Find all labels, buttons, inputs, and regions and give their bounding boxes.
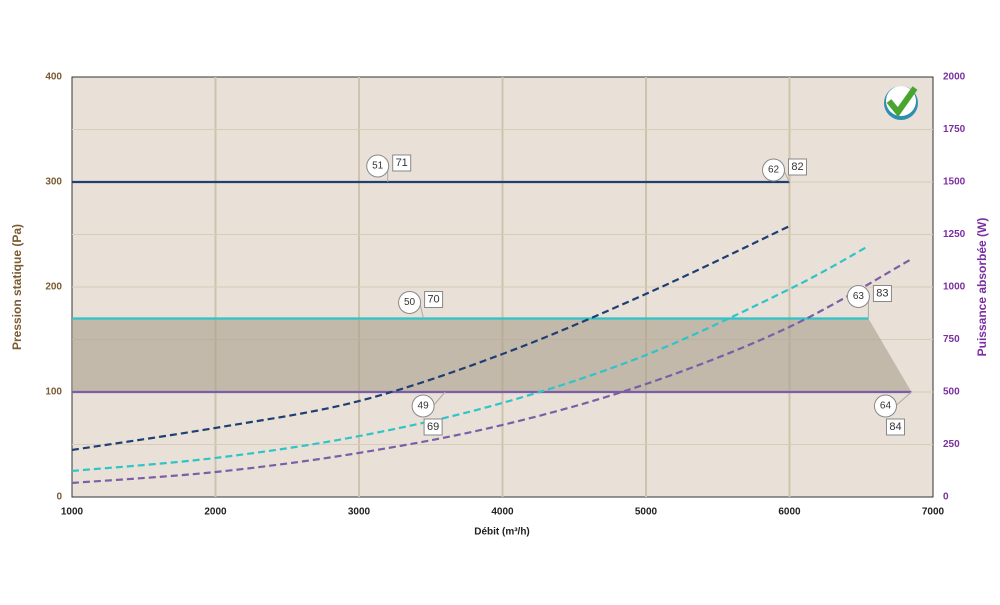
annotation-box — [392, 154, 412, 172]
annotation-box — [424, 291, 444, 308]
y-tick-label: 300 — [45, 177, 62, 188]
operating-zone — [72, 318, 912, 392]
annotation-circle-label: 64 — [880, 401, 892, 412]
annotation-box — [788, 158, 807, 176]
annotation-circle-label: 50 — [404, 297, 416, 308]
power-curve — [71, 225, 790, 452]
x-tick-label: 4000 — [491, 507, 514, 518]
y2-axis-title: Puissance absorbée (W) — [975, 218, 989, 357]
annotation-circle — [411, 394, 435, 418]
annotation-box-label: 83 — [876, 287, 888, 299]
annotation-leader — [432, 391, 446, 407]
y-tick-label: 100 — [45, 387, 62, 398]
annotation-box — [885, 418, 905, 436]
x-tick-label: 5000 — [635, 507, 658, 518]
logo — [884, 86, 918, 120]
annotation-box-label: 84 — [889, 421, 901, 433]
annotation-box-label: 69 — [427, 421, 439, 433]
annotation-circle-label: 62 — [768, 165, 780, 176]
annotation-circle — [762, 158, 785, 182]
annotation-box-label: 70 — [427, 293, 439, 305]
annotation-box-label: 71 — [396, 157, 408, 169]
x-tick-label: 3000 — [348, 507, 371, 518]
power-curve — [71, 258, 913, 485]
annotation-box — [423, 418, 443, 436]
annotation-box-label: 82 — [791, 161, 803, 173]
y2-tick-label: 2000 — [943, 72, 966, 83]
y2-tick-label: 1750 — [943, 124, 966, 135]
power-curve — [71, 245, 869, 473]
annotation-circle-label: 51 — [372, 161, 384, 172]
y2-tick-label: 1000 — [943, 282, 966, 293]
annotation-circle-label: 63 — [853, 291, 865, 302]
x-tick-label: 7000 — [922, 507, 945, 518]
annotation-leader — [895, 391, 912, 407]
annotation-circle — [398, 291, 422, 314]
y-axis-title: Pression statique (Pa) — [10, 224, 24, 350]
annotation-circle — [846, 285, 870, 308]
annotation-circle — [366, 154, 390, 178]
y2-tick-label: 0 — [943, 492, 949, 503]
x-tick-label: 6000 — [778, 507, 801, 518]
y-tick-label: 400 — [45, 72, 62, 83]
y2-tick-label: 750 — [943, 334, 960, 345]
annotation-circle-label: 49 — [418, 401, 430, 412]
annotation-circle — [873, 394, 897, 418]
y-tick-label: 200 — [45, 282, 62, 293]
y-tick-label: 0 — [56, 492, 62, 503]
x-tick-label: 1000 — [61, 507, 84, 518]
annotation-box — [872, 285, 892, 302]
y2-tick-label: 1250 — [943, 229, 966, 240]
x-axis-title: Débit (m³/h) — [474, 527, 530, 538]
y2-tick-label: 250 — [943, 439, 960, 450]
y2-tick-label: 1500 — [943, 177, 966, 188]
y2-tick-label: 500 — [943, 387, 960, 398]
x-tick-label: 2000 — [204, 507, 227, 518]
